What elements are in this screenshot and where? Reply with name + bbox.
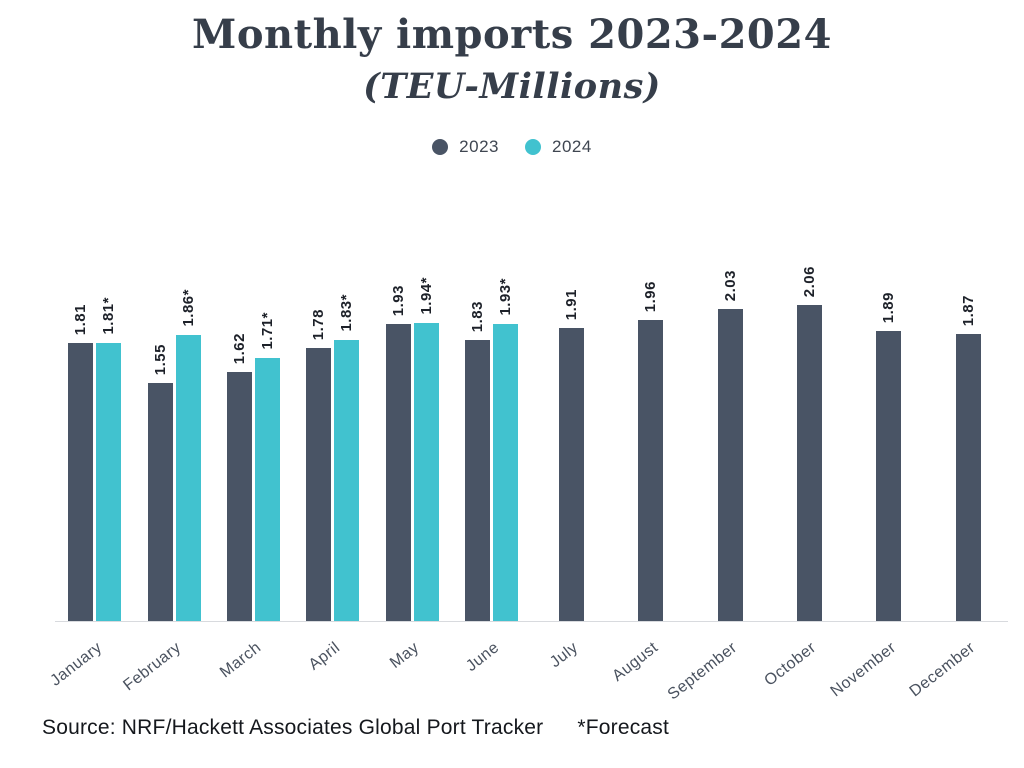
bar-2023-september xyxy=(717,309,743,621)
bar-chart-plot-area: 1.81 1.81* 1.55 1.86* 1.62 1.71* 1.78 1.83* 1.93… xyxy=(55,266,1008,622)
bar-value-label: 1.91 xyxy=(562,288,580,320)
month-label-september: September xyxy=(664,639,741,704)
month-label-december: December xyxy=(906,639,979,701)
bar-group-august: 1.96 xyxy=(611,280,690,621)
bar-2024-june xyxy=(493,324,519,621)
month-label-june: June xyxy=(462,639,503,675)
bar-wrap-2023-august: 1.96 xyxy=(638,280,664,621)
bar-value-label: 1.83* xyxy=(338,294,356,332)
chart-subtitle: (TEU-Millions) xyxy=(363,66,661,107)
bar-value-label: 1.55 xyxy=(151,343,169,375)
bar-wrap-2023-february: 1.55 xyxy=(147,343,173,621)
month-label-october: October xyxy=(761,639,820,690)
bar-value-label: 1.81 xyxy=(72,303,90,335)
bar-2023-april xyxy=(306,348,332,621)
bar-wrap-2024-march: 1.71* xyxy=(255,312,281,621)
bar-2024-april xyxy=(334,340,360,621)
bar-wrap-2023-july: 1.91 xyxy=(558,288,584,621)
bar-value-label: 1.96 xyxy=(642,280,660,312)
bar-group-january: 1.81 1.81* xyxy=(55,284,134,621)
bar-wrap-2024-june: 1.93* xyxy=(493,278,519,621)
chart-footer: Source: NRF/Hackett Associates Global Po… xyxy=(42,716,669,740)
bar-2023-march xyxy=(227,372,253,621)
bar-wrap-2023-october: 2.06 xyxy=(797,266,822,621)
chart-header: Monthly imports 2023-2024 (TEU-Millions) xyxy=(0,10,1024,107)
bar-2023-january xyxy=(68,343,94,621)
month-label-april: April xyxy=(305,639,344,674)
bar-group-april: 1.78 1.83* xyxy=(293,284,372,621)
bar-value-label: 2.03 xyxy=(721,269,739,301)
bar-group-july: 1.91 xyxy=(532,284,611,621)
bar-value-label: 1.62 xyxy=(231,332,249,364)
bar-2023-may xyxy=(385,324,411,621)
legend-item-2023: 2023 xyxy=(432,137,499,157)
legend-label-2023: 2023 xyxy=(459,137,499,156)
bar-2023-february xyxy=(147,383,173,621)
bar-wrap-2023-november: 1.89 xyxy=(876,291,902,621)
bar-group-february: 1.55 1.86* xyxy=(134,284,213,621)
bar-value-label: 1.81* xyxy=(100,297,118,335)
legend-item-2024: 2024 xyxy=(525,137,592,157)
x-axis-labels: January February March April May June July Augu… xyxy=(47,631,1008,717)
bar-value-label: 1.71* xyxy=(259,312,277,350)
bar-2024-march xyxy=(255,358,281,621)
bar-value-label: 1.87 xyxy=(959,294,977,326)
bar-value-label: 1.93 xyxy=(389,284,407,316)
bar-value-label: 2.06 xyxy=(801,265,818,297)
chart-title: Monthly imports 2023-2024 xyxy=(192,11,832,58)
month-label-may: May xyxy=(387,639,423,672)
month-label-august: August xyxy=(609,639,662,685)
bar-group-december: 1.87 xyxy=(929,284,1008,621)
bar-2023-november xyxy=(876,331,902,621)
bar-value-label: 1.93* xyxy=(497,278,515,316)
bar-wrap-2024-april: 1.83* xyxy=(334,294,360,621)
source-text: Source: NRF/Hackett Associates Global Po… xyxy=(42,716,544,739)
bar-wrap-2023-may: 1.93 xyxy=(385,284,411,621)
bar-wrap-2023-january: 1.81 xyxy=(68,303,94,621)
bar-wrap-2023-march: 1.62 xyxy=(227,332,253,621)
bar-wrap-2023-december: 1.87 xyxy=(955,294,981,621)
bar-group-november: 1.89 xyxy=(849,284,928,621)
bar-group-october: 2.06 xyxy=(770,266,849,621)
bar-value-label: 1.94* xyxy=(417,277,435,315)
bar-value-label: 1.89 xyxy=(880,291,898,323)
month-label-july: July xyxy=(547,639,582,672)
bar-group-march: 1.62 1.71* xyxy=(214,284,293,621)
bar-2023-december xyxy=(955,334,981,621)
forecast-note: *Forecast xyxy=(577,716,670,739)
bar-group-may: 1.93 1.94* xyxy=(373,277,452,621)
bar-2023-june xyxy=(465,340,491,621)
bar-value-label: 1.78 xyxy=(310,308,328,340)
bar-wrap-2023-september: 2.03 xyxy=(717,269,743,621)
bar-wrap-2023-june: 1.83 xyxy=(465,300,491,621)
legend: 2023 2024 xyxy=(0,137,1024,157)
legend-dot-2023 xyxy=(432,139,449,155)
bar-2024-january xyxy=(96,343,122,621)
month-label-march: March xyxy=(216,639,264,682)
legend-label-2024: 2024 xyxy=(552,137,592,156)
bar-2024-may xyxy=(413,323,439,621)
month-label-november: November xyxy=(827,639,900,701)
legend-dot-2024 xyxy=(525,139,541,155)
bar-wrap-2024-february: 1.86* xyxy=(175,289,201,621)
bar-group-june: 1.83 1.93* xyxy=(452,278,531,621)
bar-group-september: 2.03 xyxy=(690,270,769,621)
bar-2023-august xyxy=(638,320,664,621)
bar-value-label: 1.86* xyxy=(179,289,197,327)
bar-wrap-2024-january: 1.81* xyxy=(96,297,122,621)
bar-2023-october xyxy=(797,305,822,621)
month-label-february: February xyxy=(120,639,185,695)
bar-2024-february xyxy=(175,335,201,621)
bar-value-label: 1.83 xyxy=(469,300,487,332)
bar-wrap-2024-may: 1.94* xyxy=(413,277,439,621)
month-label-january: January xyxy=(47,639,106,690)
bar-2023-july xyxy=(558,328,584,621)
bar-wrap-2023-april: 1.78 xyxy=(306,308,332,621)
